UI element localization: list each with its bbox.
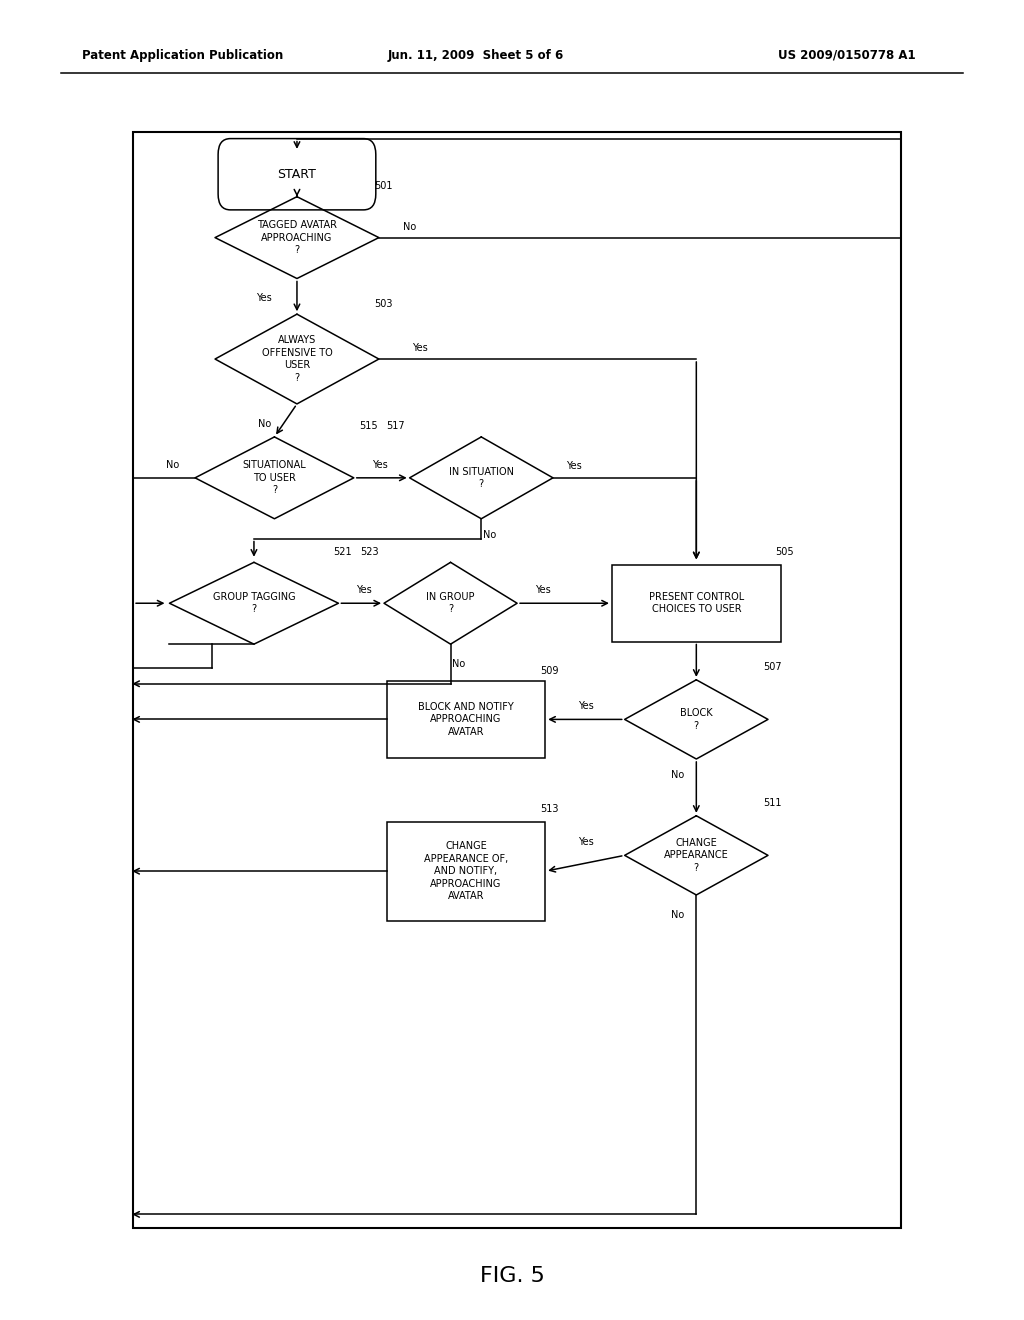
Text: Yes: Yes <box>256 293 271 304</box>
Bar <box>387 821 545 921</box>
Text: 501: 501 <box>374 181 392 191</box>
Text: PRESENT CONTROL
CHOICES TO USER: PRESENT CONTROL CHOICES TO USER <box>648 593 744 614</box>
Text: 523: 523 <box>360 546 379 557</box>
Text: Yes: Yes <box>412 343 428 354</box>
Text: Yes: Yes <box>579 701 594 711</box>
Text: ALWAYS
OFFENSIVE TO
USER
?: ALWAYS OFFENSIVE TO USER ? <box>261 335 333 383</box>
Text: 509: 509 <box>541 665 559 676</box>
Text: 511: 511 <box>763 797 781 808</box>
Text: BLOCK AND NOTIFY
APPROACHING
AVATAR: BLOCK AND NOTIFY APPROACHING AVATAR <box>418 702 514 737</box>
Text: Patent Application Publication: Patent Application Publication <box>82 49 284 62</box>
Text: 513: 513 <box>541 804 559 813</box>
Text: START: START <box>278 168 316 181</box>
Text: No: No <box>167 459 180 470</box>
Text: TAGGED AVATAR
APPROACHING
?: TAGGED AVATAR APPROACHING ? <box>257 220 337 255</box>
Text: 521: 521 <box>334 546 352 557</box>
Text: SITUATIONAL
TO USER
?: SITUATIONAL TO USER ? <box>243 461 306 495</box>
Text: No: No <box>453 659 465 669</box>
Text: 507: 507 <box>763 661 781 672</box>
Text: No: No <box>483 529 496 540</box>
Text: US 2009/0150778 A1: US 2009/0150778 A1 <box>778 49 915 62</box>
Text: 503: 503 <box>374 298 392 309</box>
Text: BLOCK
?: BLOCK ? <box>680 709 713 730</box>
Text: 505: 505 <box>776 546 795 557</box>
Text: Yes: Yes <box>579 837 594 847</box>
Text: IN SITUATION
?: IN SITUATION ? <box>449 467 514 488</box>
Text: IN GROUP
?: IN GROUP ? <box>426 593 475 614</box>
Text: No: No <box>258 418 271 429</box>
Bar <box>133 132 901 1228</box>
Text: No: No <box>672 909 684 920</box>
Text: 517: 517 <box>386 421 404 432</box>
FancyBboxPatch shape <box>218 139 376 210</box>
Text: Yes: Yes <box>372 459 387 470</box>
Text: CHANGE
APPEARANCE OF,
AND NOTIFY,
APPROACHING
AVATAR: CHANGE APPEARANCE OF, AND NOTIFY, APPROA… <box>424 841 508 902</box>
Text: CHANGE
APPEARANCE
?: CHANGE APPEARANCE ? <box>664 838 729 873</box>
Text: Yes: Yes <box>565 461 582 471</box>
Text: Yes: Yes <box>535 585 551 595</box>
Text: 515: 515 <box>359 421 378 432</box>
Bar <box>387 681 545 758</box>
Text: No: No <box>403 222 416 232</box>
Text: Yes: Yes <box>356 585 372 595</box>
Text: FIG. 5: FIG. 5 <box>479 1266 545 1287</box>
Text: Jun. 11, 2009  Sheet 5 of 6: Jun. 11, 2009 Sheet 5 of 6 <box>388 49 564 62</box>
Bar <box>612 565 781 642</box>
Text: No: No <box>672 770 684 780</box>
Text: GROUP TAGGING
?: GROUP TAGGING ? <box>213 593 295 614</box>
